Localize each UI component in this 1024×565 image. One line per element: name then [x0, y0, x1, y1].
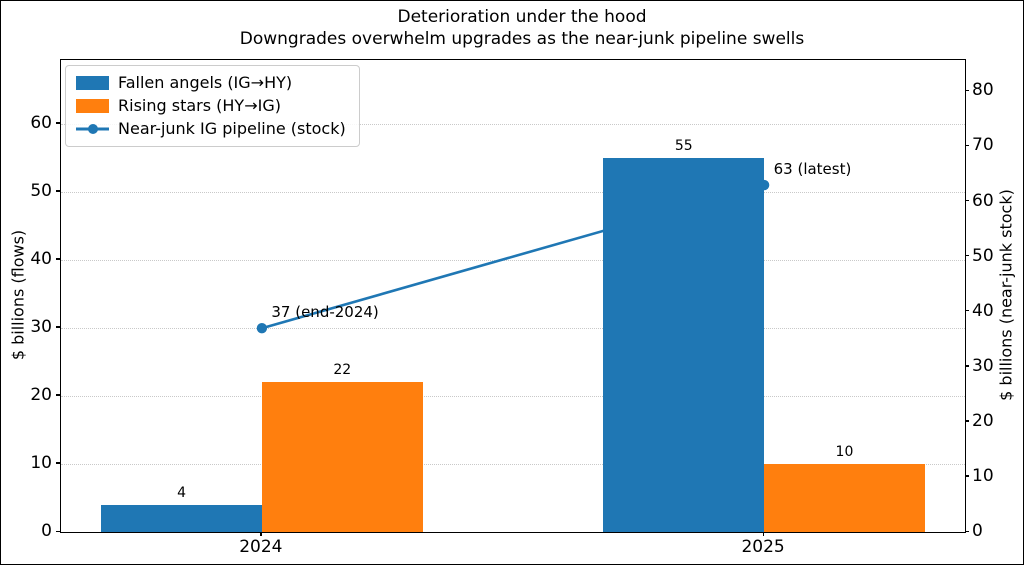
chart-title-line1: Deterioration under the hood: [397, 7, 647, 27]
right-tick-mark: [965, 200, 969, 202]
left-tick-mark: [56, 326, 60, 328]
ytick-label-right: 80: [972, 80, 994, 101]
left-tick-mark: [56, 394, 60, 396]
left-tick-mark: [56, 258, 60, 260]
bar: [101, 504, 262, 532]
legend-item-near-junk-pipeline: Near-junk IG pipeline (stock): [76, 120, 346, 138]
left-tick-mark: [56, 122, 60, 124]
chart-title: Deterioration under the hood Downgrades …: [60, 6, 984, 50]
plot-area: 4 55 22 10 37 (end-2024) 63 (latest) Fallen a…: [60, 59, 966, 533]
right-tick-mark: [965, 89, 969, 92]
legend-label-fallen-angels: Fallen angels (IG→HY): [118, 73, 293, 92]
gridline: [61, 395, 965, 397]
ytick-label-left: 0: [41, 521, 52, 541]
left-tick-mark: [56, 462, 60, 464]
bar-value-label: 4: [177, 484, 186, 501]
ytick-label-right: 70: [972, 135, 994, 156]
x-tick-mark: [260, 532, 262, 536]
left-tick-mark: [56, 190, 60, 192]
xtick-label: 2025: [741, 537, 785, 557]
legend-swatch-orange-bar: [76, 99, 109, 113]
bar: [764, 463, 925, 532]
ytick-label-right: 30: [972, 355, 994, 376]
ytick-label-left: 10: [30, 452, 52, 473]
ytick-label-right: 10: [972, 465, 994, 486]
right-tick-mark: [965, 530, 969, 532]
legend-label-rising-stars: Rising stars (HY→IG): [118, 96, 281, 115]
right-tick-mark: [965, 255, 969, 257]
legend-swatch-blue-bar: [76, 76, 109, 90]
gridline: [61, 259, 965, 261]
ytick-label-left: 50: [30, 180, 52, 201]
xtick-label: 2024: [239, 537, 283, 557]
gridline: [61, 191, 965, 193]
ytick-label-right: 20: [972, 410, 994, 431]
ytick-label-right: 60: [972, 190, 994, 211]
bar: [603, 157, 765, 532]
gridline: [61, 123, 965, 125]
legend: Fallen angels (IG→HY) Rising stars (HY→I…: [65, 65, 360, 147]
ytick-label-left: 60: [30, 112, 52, 133]
line-point-annotation: 37 (end-2024): [271, 303, 379, 322]
right-tick-mark: [965, 420, 969, 422]
legend-label-near-junk-pipeline: Near-junk IG pipeline (stock): [118, 119, 346, 138]
bar-value-label: 55: [674, 137, 693, 154]
right-tick-mark: [965, 310, 969, 312]
right-tick-mark: [965, 365, 969, 367]
bar-value-label: 10: [835, 443, 854, 460]
legend-item-fallen-angels: Fallen angels (IG→HY): [76, 74, 346, 92]
ytick-label-left: 30: [30, 316, 52, 337]
legend-item-rising-stars: Rising stars (HY→IG): [76, 97, 346, 115]
ytick-label-left: 40: [30, 248, 52, 269]
left-tick-mark: [56, 530, 60, 532]
chart-title-line2: Downgrades overwhelm upgrades as the nea…: [239, 29, 805, 49]
right-axis-label: $ billions (near-junk stock): [996, 189, 1016, 401]
x-tick-mark: [762, 532, 764, 536]
ytick-label-left: 20: [30, 384, 52, 405]
gridline: [61, 463, 965, 465]
ytick-label-right: 40: [972, 300, 994, 321]
bar-value-label: 22: [333, 362, 352, 379]
bar: [261, 382, 423, 532]
legend-line-marker-swatch: [76, 122, 109, 136]
right-tick-mark: [965, 475, 969, 477]
right-tick-mark: [965, 144, 969, 147]
ytick-label-right: 0: [972, 521, 983, 541]
ytick-label-right: 50: [972, 245, 994, 266]
line-point-annotation: 63 (latest): [773, 160, 852, 179]
gridline: [61, 327, 965, 329]
